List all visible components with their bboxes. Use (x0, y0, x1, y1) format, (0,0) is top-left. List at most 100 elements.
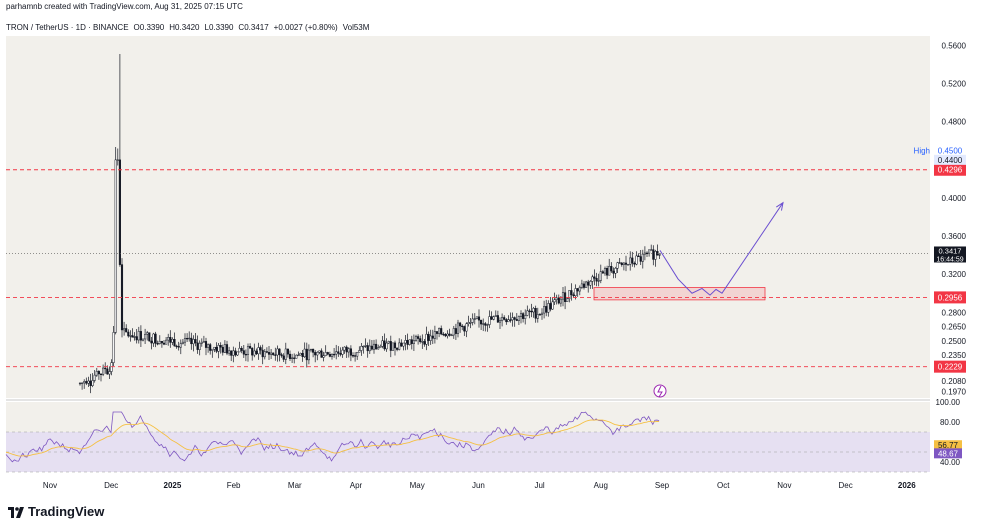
candle-body (112, 332, 115, 363)
rsi-line (5, 411, 660, 463)
candle-body (309, 348, 313, 351)
candle-body (83, 381, 86, 384)
candle-body (650, 249, 653, 251)
level-label: 0.2956 (938, 293, 963, 302)
x-tick-label: 2026 (898, 481, 916, 490)
y-tick-label: 0.3600 (942, 232, 967, 241)
candle-body (417, 336, 420, 339)
candle-body (213, 346, 216, 350)
x-tick-label: Dec (838, 481, 852, 490)
candle-body (496, 315, 499, 323)
candle-body (471, 318, 474, 323)
candle-body (221, 346, 224, 353)
candle-body (295, 354, 298, 359)
candle-body (106, 368, 109, 375)
candle-body (654, 251, 657, 260)
candle-body (95, 371, 98, 376)
candle-body (322, 355, 325, 358)
lightning-icon[interactable] (653, 384, 667, 398)
candle-body (528, 310, 531, 312)
candle-body (429, 335, 432, 341)
candle-body (356, 351, 359, 357)
candle-body (347, 348, 350, 353)
candle-body (641, 253, 644, 262)
candle-body (288, 353, 292, 359)
candle-body (551, 301, 554, 310)
candle-body (85, 381, 88, 384)
y-tick-label: 0.2800 (942, 308, 967, 317)
candle-body (228, 350, 231, 354)
candle-body (580, 283, 583, 288)
candle-body (435, 331, 439, 334)
candle-body (616, 262, 619, 269)
candle-body (267, 352, 271, 355)
candle-body (452, 328, 455, 336)
candle-body (364, 345, 367, 347)
candle-body (473, 318, 476, 320)
candle-body (404, 340, 407, 344)
candle-body (570, 290, 573, 296)
candle-body (99, 373, 103, 375)
candle-body (498, 320, 502, 323)
candle-body (328, 353, 331, 357)
y-tick-label: 0.2500 (942, 337, 967, 346)
candle-body (555, 297, 558, 300)
candle-body (341, 349, 344, 355)
candle-body (125, 328, 128, 333)
candle-body (433, 331, 436, 339)
chart-svg[interactable]: Nov Dec 2025 Feb Mar Apr May Jun Jul Aug Sep Oct Nov… (0, 0, 984, 500)
brand-name: TradingView (28, 504, 105, 519)
candle-body (582, 283, 586, 288)
candle-body (234, 350, 237, 356)
candle-body (469, 322, 472, 324)
candle-body (488, 316, 491, 325)
candle-body (265, 351, 268, 353)
candle-body (372, 343, 376, 350)
candle-body (599, 271, 602, 281)
open-value: O0.3390 (133, 23, 165, 32)
candle-body (412, 340, 415, 344)
x-tick-label: May (410, 481, 425, 490)
candle-body (240, 347, 243, 351)
x-tick-label: Feb (227, 481, 241, 490)
candle-body (383, 340, 386, 350)
candle-body (589, 281, 592, 286)
candle-body (545, 306, 548, 313)
candle-body (549, 303, 552, 310)
candle-body (624, 262, 628, 265)
change-value: +0.0027 (+0.80%) (273, 23, 338, 32)
high-marker-label: High (914, 146, 930, 155)
candle-body (177, 346, 180, 348)
candle-body (387, 341, 390, 344)
y-tick-label: 0.5600 (942, 42, 967, 51)
candle-body (553, 299, 556, 303)
candle-body (263, 351, 266, 358)
candle-body (179, 343, 182, 348)
candle-body (188, 337, 191, 340)
candle-body (423, 341, 426, 345)
candle-body (335, 351, 338, 355)
y-tick-label: 0.2350 (942, 351, 967, 360)
candle-body (253, 350, 256, 356)
candle-body (610, 266, 613, 272)
candle-body (354, 355, 357, 357)
candle-body (297, 354, 300, 357)
candle-body (389, 341, 392, 351)
candle-body (114, 159, 117, 333)
level-badge (934, 291, 966, 304)
candle-body (87, 380, 90, 384)
y-tick-label: 0.3200 (942, 270, 967, 279)
axis-highlight-label: 0.4400 (938, 156, 963, 165)
rsi-ma-badge (934, 440, 962, 451)
candle-body (362, 345, 365, 348)
rsi-y-tick: 100.00 (936, 398, 961, 407)
x-tick-label: Sep (655, 481, 670, 490)
candle-body (246, 346, 250, 355)
candle-body (658, 254, 661, 256)
tradingview-logo-icon (8, 506, 24, 518)
candle-body (561, 292, 565, 300)
symbol-name[interactable]: TRON / TetherUS · 1D · BINANCE (6, 23, 129, 32)
y-tick-label: 0.4800 (942, 118, 967, 127)
candle-body (330, 353, 334, 357)
